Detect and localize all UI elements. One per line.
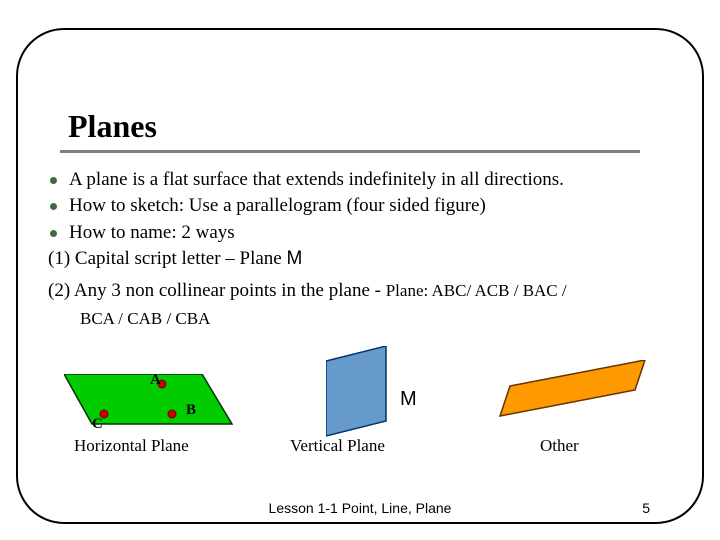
plane-names-list-cont: BCA / CAB / CBA [80, 308, 672, 330]
point-b-label: B [186, 402, 196, 419]
text-part: (1) Capital script letter – Plane [48, 248, 286, 269]
plane-letter-m: M [286, 248, 302, 269]
diagrams-area: A B C Horizontal Plane M Vertical Plane … [0, 372, 720, 502]
other-parallelogram [500, 360, 645, 416]
bullet-icon [50, 177, 57, 184]
bullet-text: How to sketch: Use a parallelogram (four… [69, 194, 672, 218]
point-c-label: C [92, 416, 103, 433]
other-caption: Other [540, 436, 579, 456]
bullet-text: A plane is a flat surface that extends i… [69, 168, 672, 192]
other-plane-figure [490, 360, 655, 422]
plane-names-list: Plane: ABC/ ACB / BAC / [386, 281, 567, 300]
title-rule [60, 150, 640, 153]
footer-page-number: 5 [642, 500, 650, 516]
horizontal-caption: Horizontal Plane [74, 436, 189, 456]
bullet-text: How to name: 2 ways [69, 221, 672, 245]
vertical-plane-label: M [400, 388, 417, 411]
vertical-parallelogram [326, 346, 386, 436]
horizontal-plane-figure [64, 374, 234, 434]
bullet-item: A plane is a flat surface that extends i… [48, 168, 672, 192]
naming-method-1: (1) Capital script letter – Plane M [48, 247, 672, 271]
slide: Planes A plane is a flat surface that ex… [0, 0, 720, 540]
naming-method-2: (2) Any 3 non collinear points in the pl… [48, 279, 672, 303]
point-b-dot [168, 410, 176, 418]
point-a-label: A [150, 372, 161, 389]
bullet-item: How to sketch: Use a parallelogram (four… [48, 194, 672, 218]
bullet-item: How to name: 2 ways [48, 221, 672, 245]
horizontal-parallelogram [64, 374, 232, 424]
vertical-plane-figure [326, 346, 390, 440]
footer-lesson: Lesson 1-1 Point, Line, Plane [0, 500, 720, 516]
bullet-icon [50, 203, 57, 210]
body-text: A plane is a flat surface that extends i… [48, 168, 672, 329]
bullet-icon [50, 230, 57, 237]
slide-title: Planes [68, 108, 157, 145]
text-part: (2) Any 3 non collinear points in the pl… [48, 280, 386, 301]
vertical-caption: Vertical Plane [290, 436, 385, 456]
